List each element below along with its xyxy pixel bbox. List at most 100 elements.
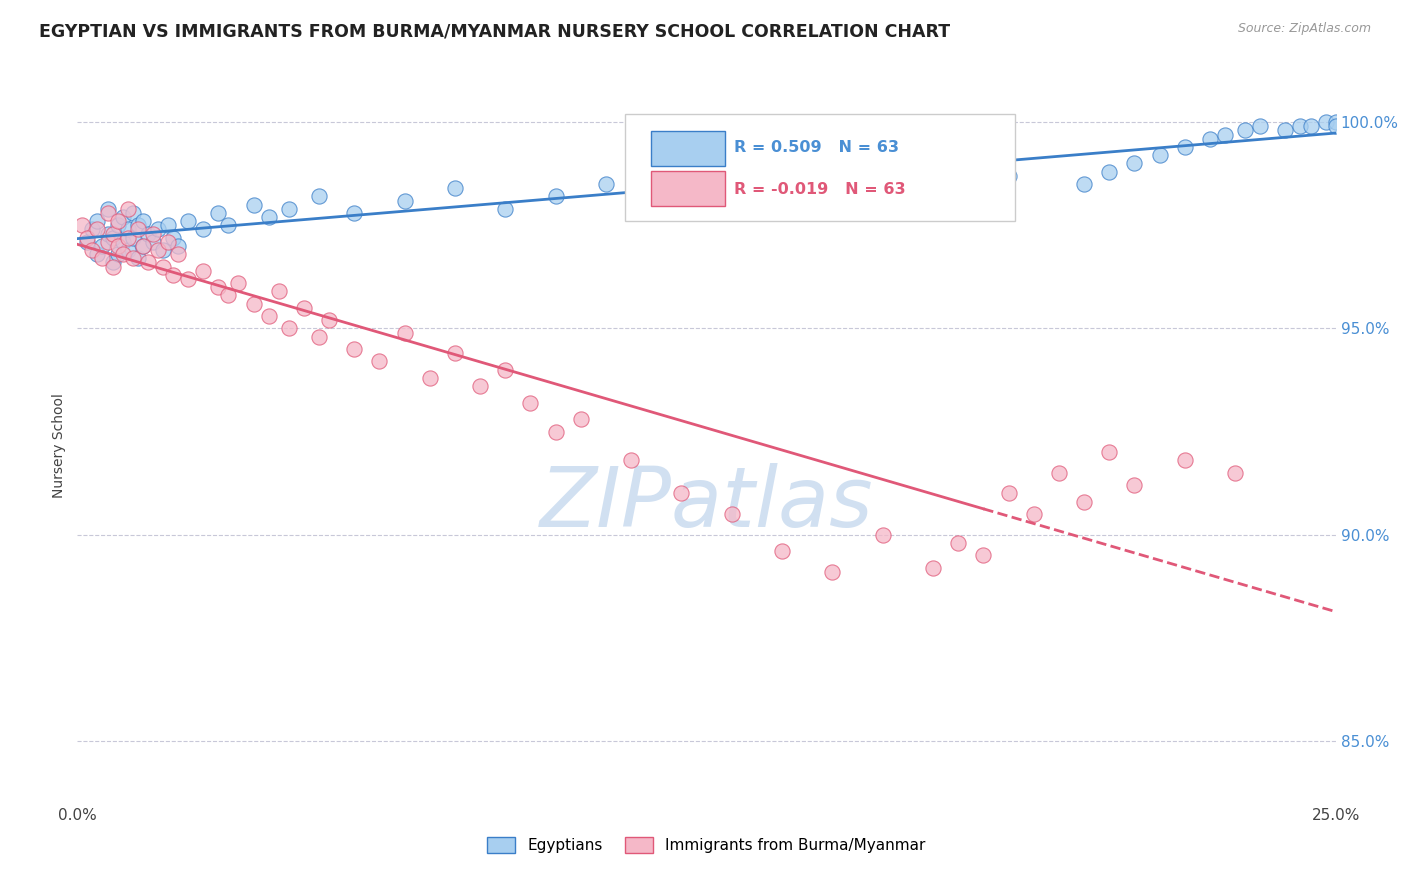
Point	[107, 247, 129, 261]
Point	[156, 235, 179, 249]
Point	[177, 214, 200, 228]
Point	[1198, 131, 1220, 145]
Point	[242, 197, 264, 211]
Point	[191, 222, 215, 236]
Point	[96, 227, 118, 241]
Point	[1149, 148, 1171, 162]
FancyBboxPatch shape	[624, 114, 1015, 221]
Point	[101, 255, 124, 269]
Point	[1324, 115, 1347, 129]
Point	[1213, 128, 1236, 142]
Point	[494, 362, 516, 376]
Point	[136, 255, 159, 269]
Point	[101, 230, 124, 244]
Point	[1098, 445, 1121, 459]
Point	[494, 202, 516, 216]
Point	[127, 252, 149, 266]
Point	[132, 239, 155, 253]
Point	[86, 214, 108, 228]
Point	[162, 268, 184, 282]
Point	[152, 260, 174, 274]
Point	[121, 252, 143, 266]
Point	[419, 371, 441, 385]
Y-axis label: Nursery School: Nursery School	[52, 393, 66, 499]
Point	[997, 486, 1019, 500]
Point	[997, 169, 1019, 183]
Point	[544, 189, 567, 203]
Point	[671, 486, 693, 500]
Point	[770, 544, 793, 558]
Point	[872, 527, 894, 541]
Legend: Egyptians, Immigrants from Burma/Myanmar: Egyptians, Immigrants from Burma/Myanmar	[481, 831, 932, 859]
Point	[922, 560, 945, 574]
Point	[111, 247, 134, 261]
Point	[308, 329, 330, 343]
Point	[1073, 494, 1095, 508]
Point	[91, 239, 114, 253]
Point	[162, 230, 184, 244]
Point	[696, 197, 718, 211]
Point	[96, 235, 118, 249]
Text: R = 0.509   N = 63: R = 0.509 N = 63	[734, 140, 900, 155]
Point	[821, 565, 844, 579]
Point	[1234, 123, 1257, 137]
Point	[127, 219, 149, 233]
Point	[267, 285, 290, 299]
Point	[111, 210, 134, 224]
Point	[1174, 140, 1197, 154]
Point	[207, 280, 229, 294]
Point	[846, 173, 869, 187]
Text: ZIPatlas: ZIPatlas	[540, 463, 873, 543]
Point	[142, 235, 165, 249]
Point	[91, 252, 114, 266]
Point	[1098, 164, 1121, 178]
Point	[292, 301, 315, 315]
Point	[1324, 120, 1347, 134]
Point	[444, 346, 467, 360]
Point	[121, 206, 143, 220]
Point	[277, 321, 299, 335]
Point	[595, 177, 617, 191]
Text: Source: ZipAtlas.com: Source: ZipAtlas.com	[1237, 22, 1371, 36]
Point	[228, 276, 250, 290]
Point	[308, 189, 330, 203]
FancyBboxPatch shape	[651, 130, 725, 166]
Point	[96, 202, 118, 216]
Point	[132, 239, 155, 253]
Point	[972, 549, 994, 563]
Point	[1174, 453, 1197, 467]
Point	[1289, 120, 1312, 134]
Point	[620, 453, 643, 467]
Point	[217, 219, 239, 233]
Point	[922, 186, 945, 200]
Point	[468, 379, 491, 393]
Point	[242, 296, 264, 310]
Point	[1123, 478, 1146, 492]
Point	[544, 425, 567, 439]
Point	[76, 235, 98, 249]
Point	[111, 235, 134, 249]
Point	[1249, 120, 1271, 134]
Point	[217, 288, 239, 302]
Point	[167, 247, 190, 261]
Point	[343, 206, 366, 220]
Point	[1315, 115, 1337, 129]
Text: R = -0.019   N = 63: R = -0.019 N = 63	[734, 182, 905, 196]
Point	[191, 263, 215, 277]
FancyBboxPatch shape	[651, 171, 725, 206]
Point	[1123, 156, 1146, 170]
Point	[117, 222, 139, 236]
Point	[82, 222, 104, 236]
Point	[76, 230, 98, 244]
Point	[107, 239, 129, 253]
Point	[1073, 177, 1095, 191]
Point	[177, 272, 200, 286]
Point	[101, 260, 124, 274]
Point	[72, 219, 94, 233]
Point	[1022, 507, 1045, 521]
Point	[167, 239, 190, 253]
Point	[257, 309, 280, 323]
Point	[82, 243, 104, 257]
Point	[569, 412, 592, 426]
Point	[277, 202, 299, 216]
